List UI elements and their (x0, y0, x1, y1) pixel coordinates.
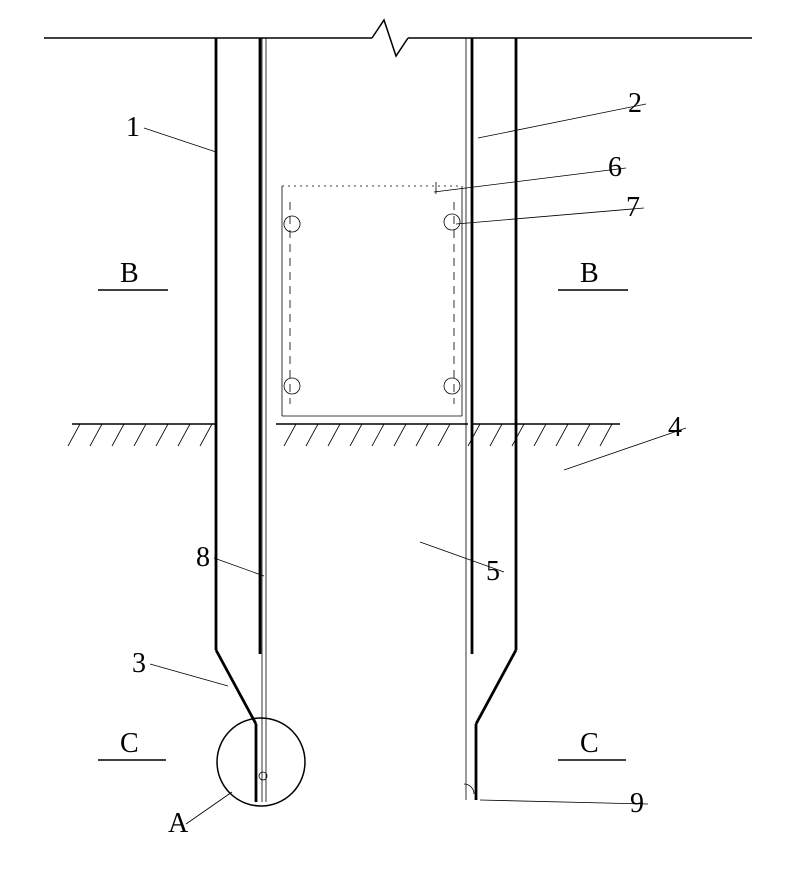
right-tip-arc (464, 784, 474, 794)
ground-hatch-mid (328, 424, 340, 446)
ground-hatch (556, 424, 568, 446)
ground-hatch (156, 424, 168, 446)
leader-n7 (456, 208, 644, 224)
leader-n3 (150, 664, 228, 686)
ground-hatch (90, 424, 102, 446)
ground-hatch-mid (438, 424, 450, 446)
ground-hatch (112, 424, 124, 446)
ground-hatch (512, 424, 524, 446)
box-circle-1 (444, 214, 460, 230)
ground-hatch (68, 424, 80, 446)
label-C_left: C (120, 728, 139, 759)
ground-hatch (600, 424, 612, 446)
label-B_left: B (120, 258, 139, 289)
label-n3: 3 (132, 648, 146, 679)
ground-hatch (468, 424, 480, 446)
ground-hatch-mid (284, 424, 296, 446)
leader-n9 (480, 800, 648, 804)
ground-hatch (490, 424, 502, 446)
ground-hatch-mid (350, 424, 362, 446)
label-B_right: B (580, 258, 599, 289)
leader-n8 (214, 558, 264, 576)
label-C_right: C (580, 728, 599, 759)
break-symbol (372, 20, 408, 56)
ground-hatch (134, 424, 146, 446)
leader-n2 (478, 104, 646, 138)
label-n4: 4 (668, 412, 682, 443)
leader-n6 (434, 168, 626, 192)
label-n5: 5 (486, 556, 500, 587)
ground-hatch-mid (416, 424, 428, 446)
ground-hatch (200, 424, 212, 446)
left-pile-taper (216, 650, 256, 724)
label-n6: 6 (608, 152, 622, 183)
label-A: A (168, 808, 189, 839)
ground-hatch (578, 424, 590, 446)
label-n2: 2 (628, 88, 642, 119)
leader-A (186, 792, 232, 824)
right-pile-taper (476, 650, 516, 724)
label-n9: 9 (630, 788, 644, 819)
label-n1: 1 (126, 112, 140, 143)
ground-hatch-mid (394, 424, 406, 446)
leader-n1 (144, 128, 216, 152)
box-circle-2 (284, 378, 300, 394)
ground-hatch (534, 424, 546, 446)
ground-hatch-mid (306, 424, 318, 446)
box-circle-3 (444, 378, 460, 394)
ground-hatch-mid (372, 424, 384, 446)
ground-hatch (178, 424, 190, 446)
label-n7: 7 (626, 192, 640, 223)
label-n8: 8 (196, 542, 210, 573)
box-circle-0 (284, 216, 300, 232)
